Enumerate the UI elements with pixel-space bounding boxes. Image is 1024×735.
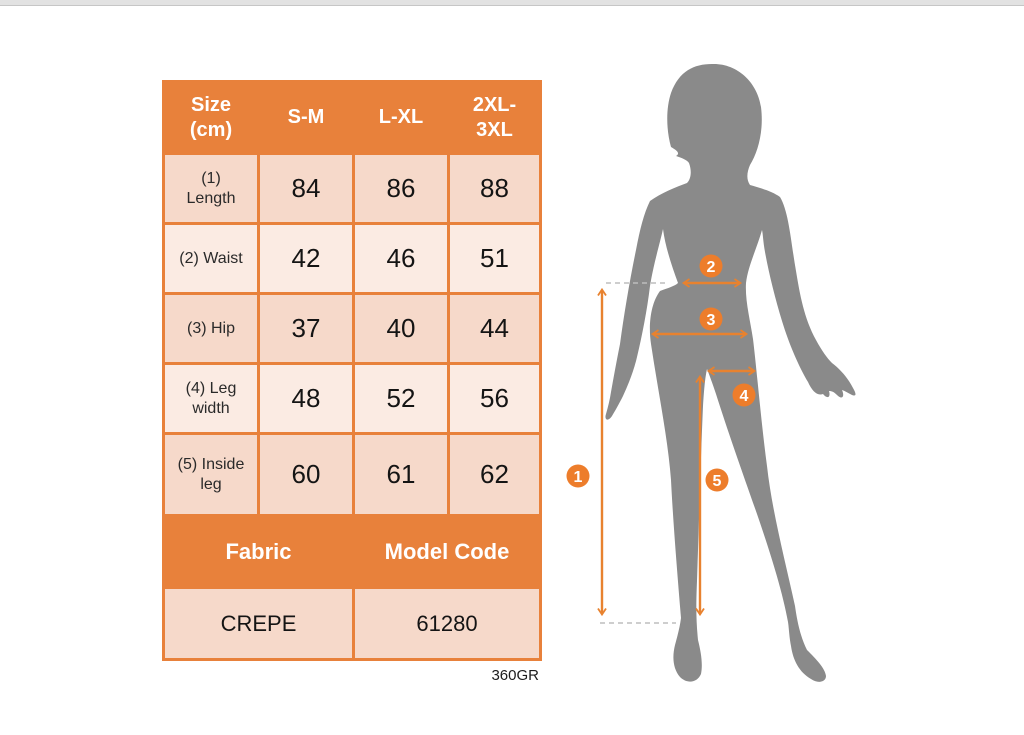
cell-value: 56 [447, 362, 542, 435]
cell-value: 88 [447, 152, 542, 225]
window-top-bar [0, 0, 1024, 6]
table-row-waist: (2) Waist 42 46 51 [162, 222, 542, 295]
row-label: (5) Inside leg [162, 432, 260, 517]
header-cell-lxl: L-XL [352, 80, 450, 155]
svg-text:5: 5 [713, 473, 722, 490]
cell-value: 62 [447, 432, 542, 517]
header-cell-sm: S-M [257, 80, 355, 155]
row-label: (4) Leg width [162, 362, 260, 435]
size-chart: Size (cm) S-M L-XL 2XL-3XL (1) Length 84… [162, 80, 542, 684]
header-cell-fabric: Fabric [162, 514, 355, 589]
table-row-inside-leg: (5) Inside leg 60 61 62 [162, 432, 542, 517]
size-chart-table: Size (cm) S-M L-XL 2XL-3XL (1) Length 84… [162, 80, 542, 661]
svg-text:2: 2 [707, 259, 716, 276]
cell-value: 60 [257, 432, 355, 517]
cell-value: 61 [352, 432, 450, 517]
cell-value: 44 [447, 292, 542, 365]
cell-value: 48 [257, 362, 355, 435]
cell-value: 40 [352, 292, 450, 365]
measurement-diagram: 1 2 3 4 5 [550, 55, 905, 705]
svg-text:3: 3 [707, 312, 716, 329]
svg-text:1: 1 [574, 469, 583, 486]
header-cell-model-code: Model Code [352, 514, 542, 589]
svg-text:4: 4 [740, 388, 749, 405]
cell-model-code-value: 61280 [352, 586, 542, 661]
row-label: (2) Waist [162, 222, 260, 295]
table-row-hip: (3) Hip 37 40 44 [162, 292, 542, 365]
weight-note: 360GR [491, 667, 539, 684]
row-label: (1) Length [162, 152, 260, 225]
cell-value: 52 [352, 362, 450, 435]
table-row-leg-width: (4) Leg width 48 52 56 [162, 362, 542, 435]
table-row-length: (1) Length 84 86 88 [162, 152, 542, 225]
header-cell-size-cm: Size (cm) [162, 80, 260, 155]
row-label: (3) Hip [162, 292, 260, 365]
marker-4: 4 [732, 383, 756, 407]
cell-value: 42 [257, 222, 355, 295]
table-footer-values-row: CREPE 61280 [162, 586, 542, 661]
table-header-row: Size (cm) S-M L-XL 2XL-3XL [162, 80, 542, 155]
header-cell-2xl3xl: 2XL-3XL [447, 80, 542, 155]
marker-5: 5 [705, 468, 729, 492]
cell-value: 46 [352, 222, 450, 295]
marker-2: 2 [699, 254, 723, 278]
cell-value: 51 [447, 222, 542, 295]
cell-fabric-value: CREPE [162, 586, 355, 661]
cell-value: 84 [257, 152, 355, 225]
marker-1: 1 [566, 464, 590, 488]
marker-3: 3 [699, 307, 723, 331]
table-footer-header-row: Fabric Model Code [162, 514, 542, 589]
cell-value: 37 [257, 292, 355, 365]
cell-value: 86 [352, 152, 450, 225]
woman-silhouette [605, 63, 856, 682]
